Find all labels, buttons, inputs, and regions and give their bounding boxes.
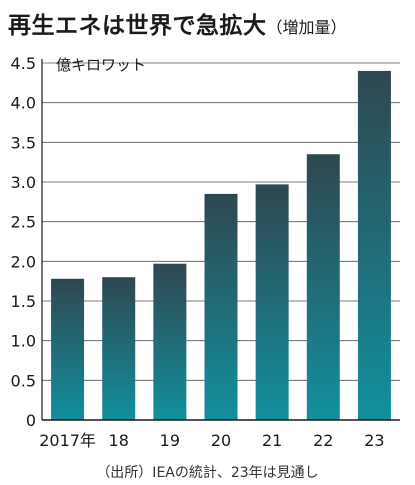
x-tick-label: 23: [364, 431, 384, 450]
y-tick-label: 2.5: [11, 213, 36, 232]
bar: [51, 278, 85, 420]
x-tick-label: 21: [262, 431, 282, 450]
bar: [102, 277, 136, 420]
x-tick-label: 19: [160, 431, 180, 450]
chart-subtitle: （増加量）: [266, 18, 347, 37]
x-tick-label: 2017年: [39, 431, 96, 450]
x-tick-label: 18: [109, 431, 129, 450]
bar-chart: 00.51.01.52.02.53.03.54.04.5 2017年 18 19 20…: [11, 54, 400, 450]
bar: [204, 193, 238, 420]
bar: [306, 154, 340, 420]
y-tick-label: 1.5: [11, 292, 36, 311]
y-unit-label: 億キロワット: [56, 56, 146, 74]
y-tick-label: 0.5: [11, 371, 36, 390]
source-note: （出所）IEAの統計、23年は見通し: [96, 465, 319, 481]
bar: [255, 184, 289, 420]
y-tick-label: 4.5: [11, 54, 36, 73]
bar: [357, 70, 391, 420]
bars: [51, 70, 391, 420]
x-tick-label: 20: [211, 431, 231, 450]
y-tick-label: 3.5: [11, 133, 36, 152]
chart-title-main: 再生エネは世界で急拡大: [8, 13, 267, 39]
y-tick-label: 4.0: [11, 94, 36, 113]
x-tick-labels: 2017年 18 19 20 21 22 23: [39, 431, 384, 450]
bar: [153, 263, 187, 420]
x-tick-label: 22: [313, 431, 333, 450]
axes: [41, 59, 400, 421]
y-tick-label: 2.0: [11, 252, 36, 271]
chart-title: 再生エネは世界で急拡大（増加量）: [8, 6, 347, 40]
y-tick-label: 0: [26, 411, 36, 430]
y-tick-label: 1.0: [11, 332, 36, 351]
y-tick-labels: 0 0.5 1.0 1.5 2.0 2.5 3.0 3.5 4.0 4.5: [11, 54, 36, 430]
y-tick-label: 3.0: [11, 173, 36, 192]
